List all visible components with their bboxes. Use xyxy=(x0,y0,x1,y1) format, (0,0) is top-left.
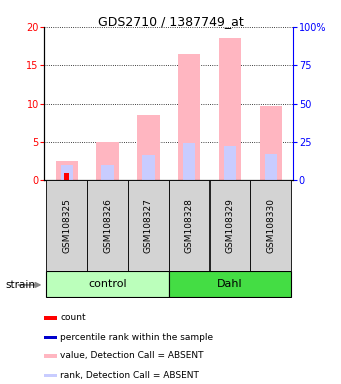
Bar xyxy=(142,155,154,180)
Bar xyxy=(137,115,160,180)
Bar xyxy=(46,180,87,271)
Text: rank, Detection Call = ABSENT: rank, Detection Call = ABSENT xyxy=(60,371,199,380)
Bar xyxy=(169,271,291,297)
Bar xyxy=(44,336,57,339)
Text: GSM108325: GSM108325 xyxy=(62,198,71,253)
Bar xyxy=(46,271,169,297)
Text: GSM108327: GSM108327 xyxy=(144,198,153,253)
Text: strain: strain xyxy=(5,280,35,290)
Bar xyxy=(224,146,236,180)
Bar xyxy=(44,316,57,319)
Bar xyxy=(178,54,201,180)
Text: count: count xyxy=(60,313,86,323)
Bar xyxy=(44,354,57,358)
Bar xyxy=(260,106,282,180)
Bar xyxy=(169,180,209,271)
Bar xyxy=(44,374,57,377)
Bar xyxy=(128,180,169,271)
Bar xyxy=(87,180,128,271)
Bar xyxy=(101,165,114,180)
Text: GSM108328: GSM108328 xyxy=(184,198,194,253)
Text: value, Detection Call = ABSENT: value, Detection Call = ABSENT xyxy=(60,351,204,361)
Bar xyxy=(183,143,195,180)
Text: Dahl: Dahl xyxy=(217,279,243,289)
Text: percentile rank within the sample: percentile rank within the sample xyxy=(60,333,213,342)
Bar xyxy=(56,161,78,180)
Bar xyxy=(61,165,73,180)
Bar xyxy=(97,142,119,180)
Bar xyxy=(219,38,241,180)
Bar xyxy=(265,154,277,180)
Text: control: control xyxy=(88,279,127,289)
Text: GSM108326: GSM108326 xyxy=(103,198,112,253)
Bar xyxy=(64,173,69,180)
Text: GDS2710 / 1387749_at: GDS2710 / 1387749_at xyxy=(98,15,243,28)
Bar xyxy=(250,180,291,271)
Bar xyxy=(210,180,250,271)
Text: GSM108329: GSM108329 xyxy=(225,198,235,253)
Text: GSM108330: GSM108330 xyxy=(266,198,275,253)
